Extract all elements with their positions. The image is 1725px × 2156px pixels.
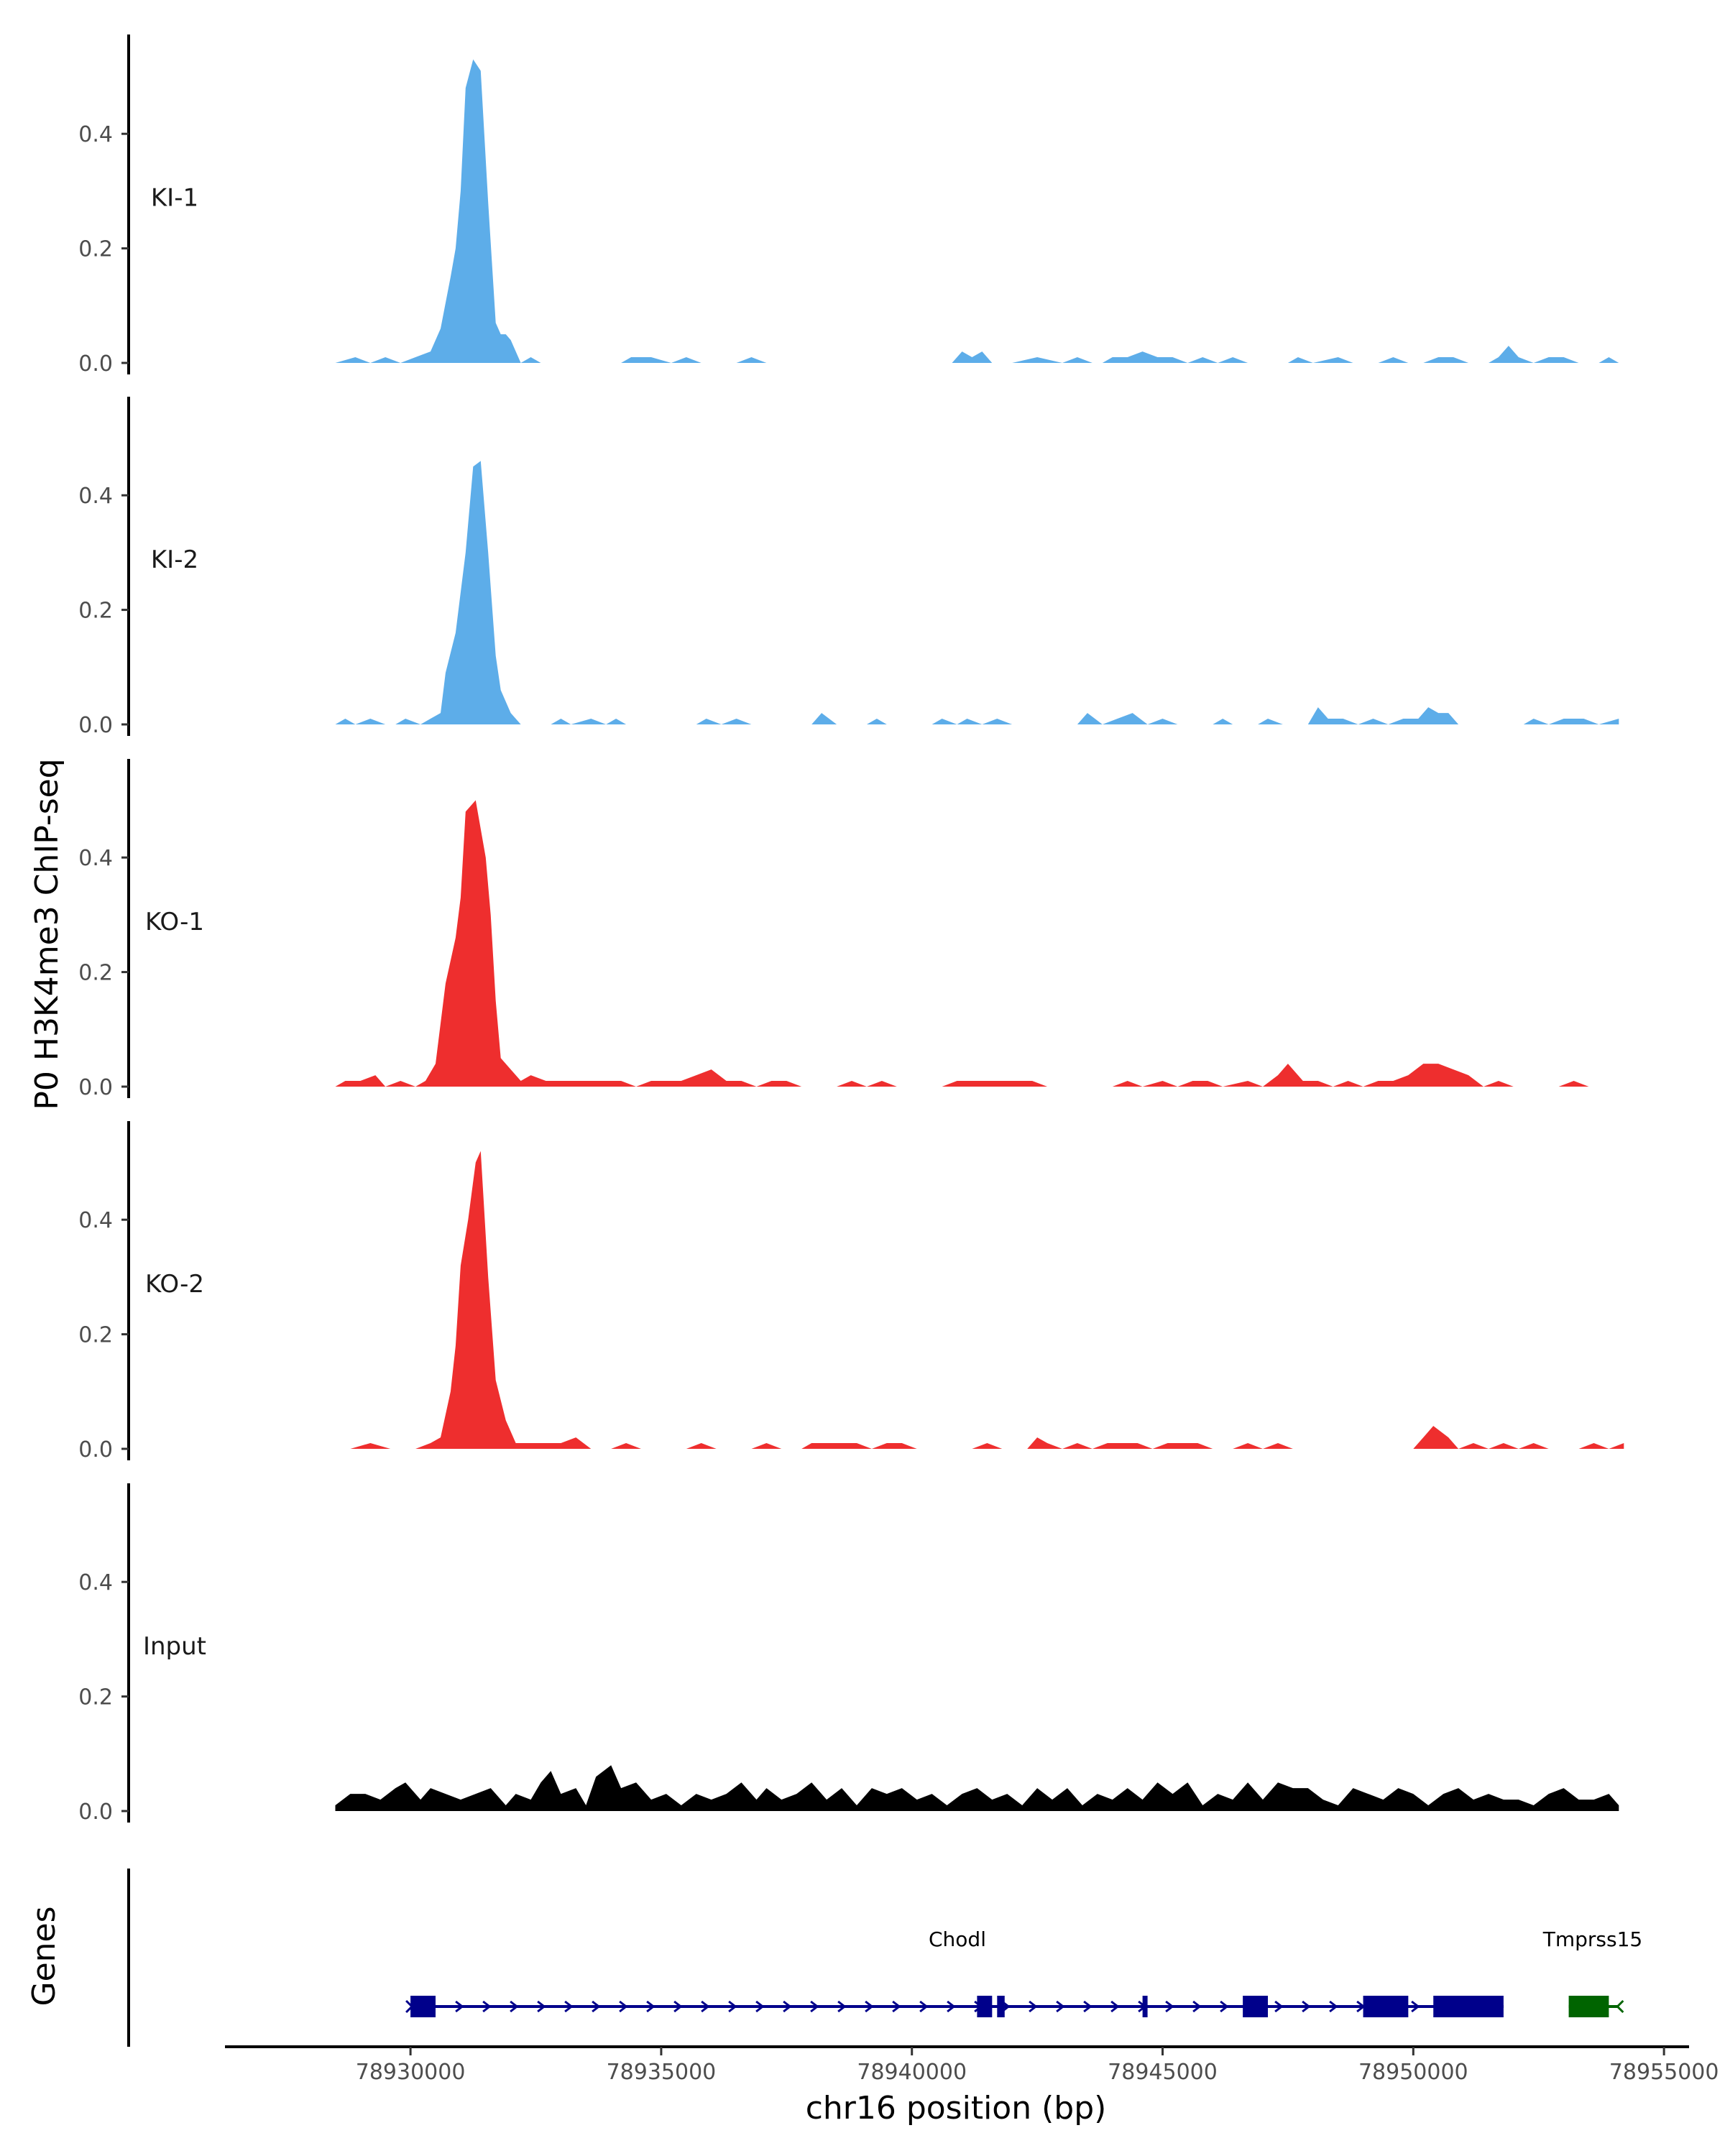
strand-chevron xyxy=(619,2000,628,2013)
track-ko-2: 0.0 0.2 0.4 KO-2 xyxy=(78,1121,1624,1462)
strand-chevron xyxy=(1411,2000,1420,2013)
y-tick-label: 0.2 xyxy=(78,599,113,624)
strand-chevron xyxy=(1165,2000,1174,2013)
y-axis-title: P0 H3K4me3 ChIP-seq xyxy=(29,758,65,1110)
signal-area-ki-2 xyxy=(335,461,1619,724)
strand-chevron xyxy=(919,2000,929,2013)
exon xyxy=(410,1996,436,2017)
y-tick-label: 0.0 xyxy=(78,713,113,738)
x-axis-title: chr16 position (bp) xyxy=(806,2090,1107,2127)
strand-chevron xyxy=(810,2000,819,2013)
track-ki-2: 0.0 0.2 0.4 KI-2 xyxy=(78,397,1619,738)
signal-area-ki-1 xyxy=(335,59,1619,363)
signal-area-ko-2 xyxy=(335,1151,1624,1449)
x-tick-label: 78935000 xyxy=(607,2060,717,2085)
strand-chevron xyxy=(510,2000,519,2013)
genes-track: Genes Tmprss15 Chodl xyxy=(26,1869,1642,2047)
track-ki-1: 0.0 0.2 0.4 KI-1 xyxy=(78,34,1619,377)
track-label: KI-2 xyxy=(151,545,198,574)
y-tick-label: 0.2 xyxy=(78,1323,113,1348)
y-tick-label: 0.4 xyxy=(78,122,113,147)
y-tick-label: 0.0 xyxy=(78,1437,113,1462)
exon xyxy=(997,1996,1005,2017)
strand-chevron xyxy=(701,2000,710,2013)
x-tick-label: 78950000 xyxy=(1358,2060,1468,2085)
y-tick-label: 0.4 xyxy=(78,484,113,509)
x-axis: 78930000 78935000 78940000 78945000 78950000… xyxy=(225,2045,1719,2085)
strand-chevron xyxy=(646,2000,656,2013)
strand-chevron xyxy=(1083,2000,1092,2013)
strand-chevron xyxy=(865,2000,874,2013)
gene-chodl: Chodl xyxy=(405,1927,1504,2017)
x-tick-label: 78945000 xyxy=(1108,2060,1218,2085)
strand-chevron xyxy=(564,2000,574,2013)
strand-chevron xyxy=(728,2000,737,2013)
y-tick-label: 0.2 xyxy=(78,961,113,986)
y-tick-label: 0.0 xyxy=(78,1075,113,1100)
x-tick-label: 78940000 xyxy=(857,2060,967,2085)
x-tick-label: 78930000 xyxy=(356,2060,466,2085)
strand-chevron xyxy=(1616,1999,1624,2014)
strand-chevron xyxy=(947,2000,956,2013)
strand-chevron xyxy=(1192,2000,1202,2013)
track-label: KI-1 xyxy=(151,184,198,213)
gene-name-label: Chodl xyxy=(929,1927,986,1951)
exon xyxy=(1363,1996,1409,2017)
x-tick-label: 78955000 xyxy=(1609,2060,1719,2085)
gene-name-label: Tmprss15 xyxy=(1542,1927,1642,1951)
strand-chevron xyxy=(1302,2000,1311,2013)
strand-chevron xyxy=(673,2000,683,2013)
signal-area-ko-1 xyxy=(335,800,1589,1087)
y-tick-label: 0.2 xyxy=(78,1685,113,1710)
y-tick-label: 0.0 xyxy=(78,1800,113,1825)
y-tick-label: 0.4 xyxy=(78,1208,113,1233)
track-label: KO-1 xyxy=(145,908,204,936)
track-label: KO-2 xyxy=(145,1270,204,1299)
strand-chevron xyxy=(1274,2000,1284,2013)
exon xyxy=(1243,1996,1269,2017)
track-input: 0.0 0.2 0.4 Input xyxy=(78,1483,1619,1825)
exon xyxy=(977,1996,993,2017)
strand-chevron xyxy=(592,2000,601,2013)
tracks-layer: 0.00.20.4KI-10.00.20.4KI-20.00.20.4KO-10… xyxy=(78,34,1624,1825)
y-tick-label: 0.0 xyxy=(78,351,113,377)
strand-chevron xyxy=(892,2000,901,2013)
track-ko-1: 0.0 0.2 0.4 KO-1 xyxy=(78,759,1589,1100)
y-tick-label: 0.4 xyxy=(78,1570,113,1595)
exon xyxy=(1433,1996,1504,2017)
strand-chevron xyxy=(1110,2000,1120,2013)
strand-chevron xyxy=(537,2000,546,2013)
strand-chevron xyxy=(1220,2000,1229,2013)
strand-chevron xyxy=(1329,2000,1338,2013)
strand-chevron xyxy=(755,2000,765,2013)
gene-tmprss15: Tmprss15 xyxy=(1542,1927,1642,2017)
signal-area-input xyxy=(335,1765,1619,1811)
exon xyxy=(1142,1996,1148,2017)
y-tick-label: 0.2 xyxy=(78,237,113,262)
strand-chevron xyxy=(1029,2000,1038,2013)
strand-chevron xyxy=(482,2000,492,2013)
strand-chevron xyxy=(837,2000,847,2013)
track-label: Input xyxy=(143,1632,206,1661)
y-tick-label: 0.4 xyxy=(78,846,113,871)
strand-chevron xyxy=(783,2000,792,2013)
exon xyxy=(1568,1996,1609,2017)
strand-chevron xyxy=(455,2000,464,2013)
genes-track-label: Genes xyxy=(26,1906,63,2006)
strand-chevron xyxy=(1056,2000,1065,2013)
